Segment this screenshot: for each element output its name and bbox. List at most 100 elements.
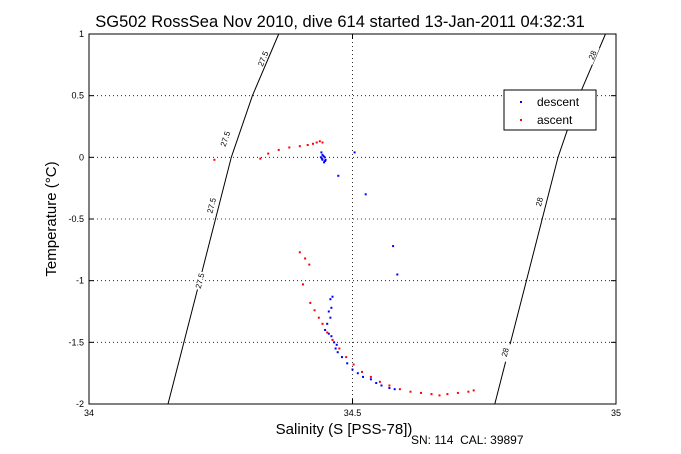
descent-point — [319, 156, 322, 159]
descent-point — [351, 368, 354, 371]
ascent-point — [277, 148, 280, 151]
descent-point — [393, 388, 396, 391]
contour-label: 28 — [534, 196, 545, 207]
x-tick-label: 34 — [84, 408, 94, 418]
isopycnal-27.5 — [167, 33, 280, 405]
descent-point — [330, 306, 333, 309]
legend-marker-ascent — [520, 119, 522, 121]
y-tick-label: -0.5 — [68, 214, 84, 224]
legend-label-descent: descent — [537, 95, 580, 109]
y-tick-label: 1 — [79, 29, 84, 39]
descent-point — [327, 310, 330, 313]
contour-label-bg — [193, 271, 206, 291]
ascent-point — [352, 363, 355, 366]
legend-box — [503, 89, 597, 131]
contour-label-bg — [585, 45, 600, 65]
ascent-point — [430, 393, 433, 396]
descent-point — [324, 329, 327, 331]
ascent-point — [213, 158, 216, 161]
ascent-point — [456, 391, 459, 394]
descent-point — [320, 157, 323, 160]
descent-point — [323, 161, 325, 164]
descent-point — [353, 151, 356, 154]
ascent-point — [338, 347, 341, 350]
x-tick-label: 35 — [611, 408, 621, 418]
contour-label: 27.5 — [206, 196, 219, 214]
ascent-point — [267, 152, 270, 155]
legend: descent ascent — [503, 89, 597, 131]
y-tick-label: -1 — [76, 276, 84, 286]
ascent-point — [467, 390, 470, 393]
descent-point — [336, 351, 339, 354]
ascent-point — [472, 389, 475, 392]
ascent-point — [259, 157, 262, 160]
ascent-point — [369, 375, 372, 378]
ascent-point — [321, 322, 324, 325]
ascent-series — [213, 140, 475, 397]
descent-point — [321, 153, 324, 156]
ascent-point — [321, 141, 324, 144]
y-axis-label: Temperature (°C) — [43, 161, 60, 276]
descent-point — [330, 335, 333, 338]
ascent-point — [438, 394, 441, 397]
ascent-point — [304, 257, 307, 260]
x-tick-label: 34.5 — [344, 408, 362, 418]
ascent-point — [331, 338, 334, 341]
contour-label-bg — [498, 342, 511, 362]
serial-calibration-footer: SN: 114 CAL: 39897 — [411, 433, 524, 447]
y-tick-label: -1.5 — [68, 337, 84, 347]
descent-point — [324, 158, 327, 161]
contour-label-bg — [255, 48, 271, 69]
ascent-point — [313, 309, 316, 312]
descent-point — [362, 375, 364, 378]
ascent-point — [409, 390, 412, 393]
descent-point — [380, 384, 383, 387]
descent-point — [392, 245, 395, 248]
ascent-point — [446, 393, 449, 396]
ascent-point — [315, 141, 318, 144]
ascent-point — [388, 384, 391, 387]
ascent-point — [298, 145, 301, 148]
descent-point — [326, 322, 329, 325]
ascent-point — [398, 388, 401, 391]
descent-point — [334, 347, 337, 350]
ascent-point — [302, 283, 304, 286]
ascent-point — [306, 144, 309, 146]
x-axis-label: Salinity (S [PSS-78]) — [276, 421, 413, 438]
descent-point — [337, 174, 340, 177]
descent-point — [341, 356, 343, 359]
y-tick-label: 0 — [79, 152, 84, 162]
contour-label-bg — [205, 195, 218, 216]
ascent-point — [378, 380, 381, 383]
descent-point — [324, 160, 327, 162]
descent-point — [320, 151, 323, 154]
contour-label: 28 — [500, 346, 511, 357]
ascent-point — [298, 251, 301, 254]
ascent-point — [312, 142, 314, 145]
descent-point — [356, 372, 359, 375]
legend-label-ascent: ascent — [537, 113, 573, 127]
legend-marker-descent — [520, 101, 522, 103]
descent-point — [396, 273, 399, 276]
descent-point — [331, 295, 334, 298]
ascent-point — [318, 140, 321, 143]
y-tick-label: -2 — [76, 399, 84, 409]
descent-point — [329, 316, 332, 319]
descent-point — [335, 343, 338, 346]
ascent-point — [308, 263, 311, 266]
descent-point — [388, 387, 391, 389]
ascent-point — [317, 316, 320, 319]
ascent-point — [420, 391, 422, 394]
descent-point — [321, 158, 324, 161]
descent-point — [327, 332, 330, 335]
descent-series — [319, 151, 399, 391]
ascent-point — [345, 356, 348, 359]
y-tick-label: 0.5 — [71, 91, 84, 101]
contour-label: 27.5 — [194, 272, 207, 290]
descent-point — [329, 298, 332, 301]
descent-point — [375, 382, 378, 384]
contour-label: 28 — [587, 49, 599, 61]
descent-point — [364, 193, 367, 196]
descent-point — [333, 341, 336, 344]
